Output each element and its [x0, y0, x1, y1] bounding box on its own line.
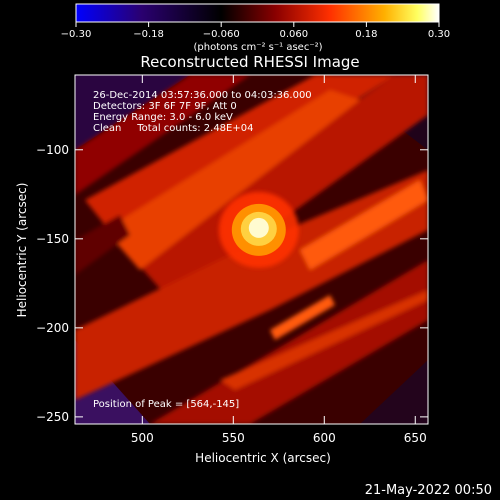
annotation-peak: Position of Peak = [564,-145] [93, 399, 239, 410]
colorbar: −0.30 −0.18 −0.060 0.060 0.18 0.30 (photons c… [61, 3, 450, 53]
peak-source [218, 191, 299, 268]
x-axis-label: Heliocentric X (arcsec) [195, 451, 331, 465]
annotation-clean: Clean Total counts: 2.48E+04 [93, 123, 253, 134]
annotation-energy: Energy Range: 3.0 - 6.0 keV [93, 112, 233, 123]
colorbar-tick-label: 0.060 [279, 29, 308, 40]
colorbar-tick-label: −0.30 [61, 29, 92, 40]
footer-date: 21-May-2022 00:50 [365, 483, 492, 498]
plot-frame [74, 74, 429, 425]
colorbar-gradient [75, 3, 440, 23]
y-tick-label: −250 [36, 410, 69, 424]
colorbar-unit-label: (photons cm⁻² s⁻¹ asec⁻²) [193, 42, 322, 53]
x-tick-label: 600 [313, 431, 336, 445]
x-tick-label: 500 [131, 431, 154, 445]
x-axis-ticks: 500 550 600 650 [131, 75, 427, 445]
annotation-detectors: Detectors: 3F 6F 7F 9F, Att 0 [93, 101, 237, 112]
chart-title: Reconstructed RHESSI Image [140, 53, 359, 71]
x-tick-label: 550 [222, 431, 245, 445]
colorbar-tick-label: −0.060 [203, 29, 240, 40]
colorbar-tick-label: 0.30 [428, 29, 450, 40]
y-tick-label: −100 [36, 143, 69, 157]
x-tick-label: 650 [404, 431, 427, 445]
y-tick-label: −150 [36, 232, 69, 246]
y-axis-label: Heliocentric Y (arcsec) [15, 183, 29, 318]
colorbar-tick-label: 0.18 [355, 29, 377, 40]
colorbar-ticks: −0.30 −0.18 −0.060 0.060 0.18 0.30 [61, 22, 450, 40]
annotation-time: 26-Dec-2014 03:57:36.000 to 04:03:36.000 [93, 90, 312, 101]
y-tick-label: −200 [36, 321, 69, 335]
heatmap-image [75, 75, 428, 424]
colorbar-tick-label: −0.18 [133, 29, 164, 40]
y-axis-ticks: −100 −150 −200 −250 [36, 143, 428, 424]
annotations: 26-Dec-2014 03:57:36.000 to 04:03:36.000… [93, 90, 312, 410]
